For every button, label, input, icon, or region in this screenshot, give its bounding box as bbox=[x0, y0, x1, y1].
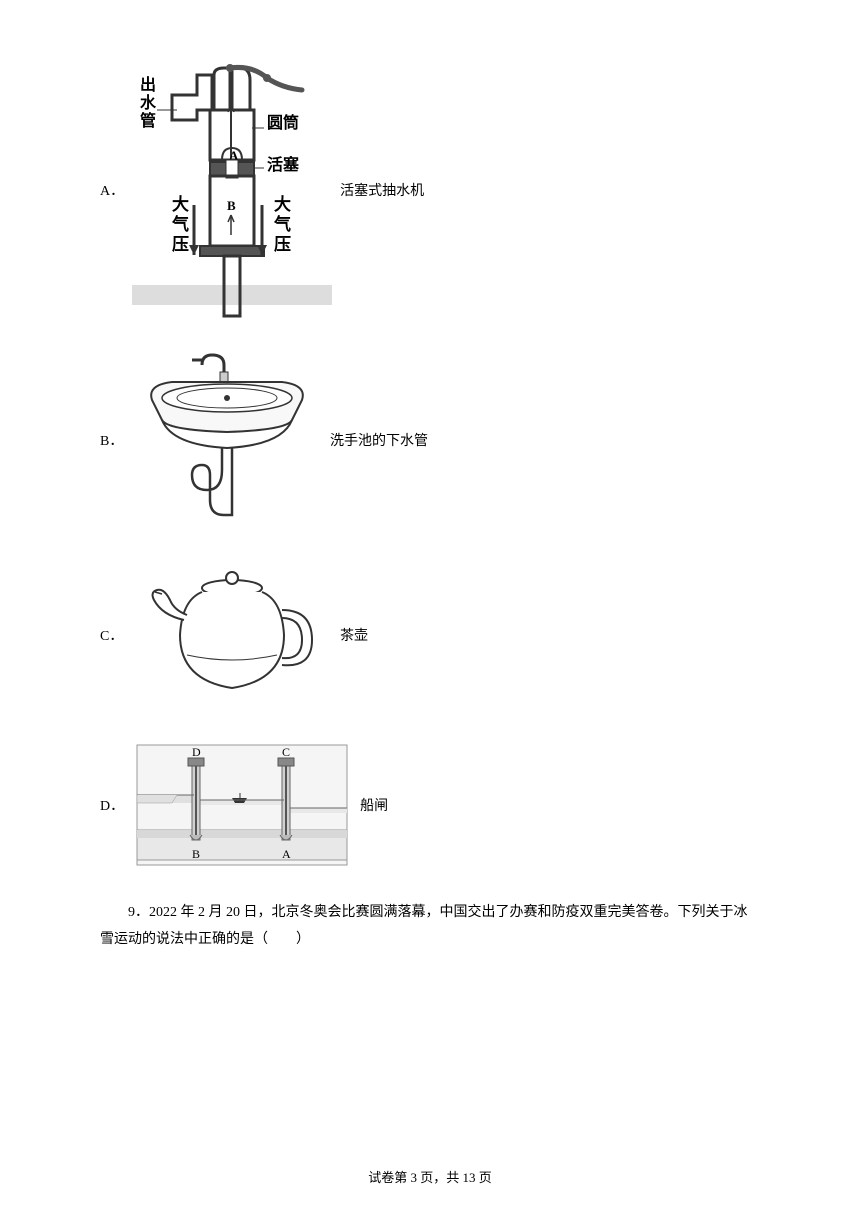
svg-text:压: 压 bbox=[274, 235, 291, 254]
question-9-text: 9．2022 年 2 月 20 日，北京冬奥会比赛圆满落幕，中国交出了办赛和防疫… bbox=[100, 900, 760, 953]
label-cylinder: 圆筒 bbox=[267, 113, 299, 132]
label-outlet: 出 bbox=[140, 75, 156, 94]
figure-c-teapot bbox=[132, 560, 332, 710]
option-d-label: D． bbox=[100, 795, 124, 815]
label-atm-right: 大 bbox=[274, 194, 291, 214]
lock-label-a: A bbox=[282, 847, 291, 861]
label-b: B bbox=[227, 198, 236, 213]
option-c-caption: 茶壶 bbox=[340, 625, 368, 645]
page-footer: 试卷第 3 页，共 13 页 bbox=[0, 1167, 860, 1186]
option-d-row: D． bbox=[100, 740, 760, 870]
option-c-label: C． bbox=[100, 625, 124, 645]
svg-text:水: 水 bbox=[140, 93, 157, 112]
option-b-caption: 洗手池的下水管 bbox=[330, 430, 428, 450]
option-a-caption: 活塞式抽水机 bbox=[340, 180, 424, 200]
lock-label-d: D bbox=[192, 745, 201, 759]
option-d-caption: 船闸 bbox=[360, 795, 388, 815]
figure-a-pump: A B 出 水 管 圆筒 活塞 大 气 bbox=[132, 60, 332, 320]
svg-text:气: 气 bbox=[171, 214, 189, 234]
lock-label-c: C bbox=[282, 745, 290, 759]
option-b-row: B． 洗手池的下水管 bbox=[100, 350, 760, 530]
svg-text:管: 管 bbox=[140, 111, 156, 130]
svg-text:压: 压 bbox=[172, 235, 189, 254]
svg-text:气: 气 bbox=[273, 214, 291, 234]
lock-label-b: B bbox=[192, 847, 200, 861]
option-a-label: A． bbox=[100, 180, 124, 200]
option-b-label: B． bbox=[100, 430, 124, 450]
label-piston: 活塞 bbox=[267, 155, 300, 174]
option-c-row: C． 茶壶 bbox=[100, 560, 760, 710]
figure-d-lock: D C B A bbox=[132, 740, 352, 870]
label-atm-left: 大 bbox=[172, 194, 189, 214]
figure-b-sink bbox=[132, 350, 322, 530]
option-a-row: A． A bbox=[100, 60, 760, 320]
